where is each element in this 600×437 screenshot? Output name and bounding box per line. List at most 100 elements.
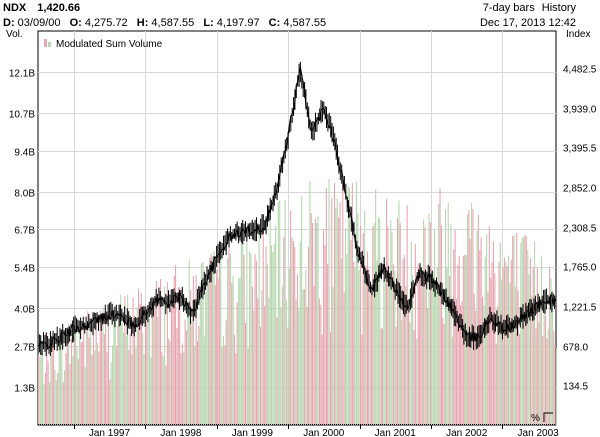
volume-bar — [498, 261, 500, 425]
volume-bar — [47, 361, 49, 425]
volume-bar — [283, 236, 285, 425]
open-value: 4,275.72 — [84, 17, 128, 29]
volume-bar — [257, 298, 259, 425]
volume-bar — [495, 343, 497, 425]
volume-bar — [98, 351, 100, 425]
volume-bar — [54, 369, 56, 425]
left-tick-label: 9.4B — [14, 148, 35, 159]
volume-bar — [99, 310, 101, 425]
volume-bar — [556, 348, 558, 425]
volume-bar — [269, 211, 271, 425]
x-tick-label: Jan 2000 — [303, 428, 345, 437]
right-tick-label: 2,852.0 — [563, 184, 597, 195]
volume-bar — [475, 310, 477, 425]
volume-bar — [394, 270, 396, 425]
volume-bar — [112, 345, 114, 425]
volume-bar — [80, 342, 82, 425]
volume-bar — [462, 256, 464, 425]
volume-bar — [321, 334, 323, 425]
volume-bar — [338, 217, 340, 425]
volume-bar — [539, 307, 541, 425]
volume-bar — [243, 254, 245, 425]
symbol-line: NDX 1,420.66 — [3, 2, 80, 15]
volume-bar — [420, 273, 422, 425]
volume-bar — [379, 218, 381, 425]
volume-bar — [279, 200, 281, 425]
high-value: 4,587.55 — [151, 17, 195, 29]
volume-bar — [490, 277, 492, 425]
volume-bar — [381, 328, 383, 425]
volume-bar — [364, 210, 366, 425]
volume-bar — [457, 264, 459, 425]
volume-bar — [299, 242, 301, 425]
volume-bar — [258, 232, 260, 425]
bars-interval[interactable]: 7-day bars — [482, 2, 535, 14]
msv-bar-ticks — [37, 61, 557, 357]
volume-bar — [216, 269, 218, 425]
volume-bar — [250, 253, 252, 425]
volume-bar — [399, 223, 401, 425]
volume-bar — [421, 271, 423, 425]
volume-bar — [179, 287, 181, 425]
volume-bar — [466, 214, 468, 425]
right-tick-label: 2,308.5 — [563, 224, 597, 235]
volume-bar — [53, 345, 55, 425]
left-tick-label: 12.1B — [9, 69, 35, 80]
volume-bar — [65, 353, 67, 425]
volume-bar — [354, 267, 356, 425]
volume-bar — [450, 224, 452, 425]
volume-bar — [214, 285, 216, 425]
volume-bar — [224, 345, 226, 425]
volume-bar — [357, 213, 359, 425]
volume-bar — [275, 225, 277, 425]
volume-bar — [142, 332, 144, 425]
volume-bar — [323, 229, 325, 425]
volume-bar — [303, 289, 305, 425]
volume-bar — [101, 325, 103, 425]
volume-bar — [513, 235, 515, 425]
volume-bar — [157, 316, 159, 425]
volume-bar — [155, 281, 157, 425]
date-value: 03/09/00 — [17, 17, 61, 29]
volume-bar — [365, 265, 367, 425]
legend-swatch-up — [48, 42, 51, 47]
volume-bar — [187, 303, 189, 425]
volume-bar — [547, 328, 549, 425]
volume-bar — [362, 232, 364, 425]
volume-bar — [120, 294, 122, 425]
volume-bar — [373, 223, 375, 425]
volume-bar — [62, 382, 64, 425]
history-link[interactable]: History — [541, 2, 576, 14]
percent-toggle[interactable]: % — [531, 413, 540, 424]
volume-bar — [79, 334, 81, 425]
volume-bar — [336, 198, 338, 425]
volume-bar — [96, 342, 98, 425]
volume-bar — [113, 320, 115, 425]
volume-bar — [542, 336, 544, 425]
volume-bar — [353, 262, 355, 425]
volume-bar — [408, 303, 410, 425]
volume-bar — [550, 278, 552, 425]
volume-bar — [199, 282, 201, 425]
volume-bar — [335, 207, 337, 425]
last-price: 1,420.66 — [37, 2, 81, 14]
volume-bar — [147, 310, 149, 425]
volume-bar — [390, 220, 392, 425]
volume-bar — [499, 242, 501, 425]
volume-bar — [270, 245, 272, 425]
volume-bar — [229, 253, 231, 425]
low-value: 4,197.97 — [216, 17, 260, 29]
volume-bar — [69, 364, 71, 425]
volume-bar — [190, 290, 192, 425]
volume-bar — [249, 251, 251, 425]
volume-bar — [165, 365, 167, 425]
volume-bar — [106, 351, 108, 425]
volume-bar — [405, 286, 407, 425]
volume-bar — [538, 322, 540, 425]
volume-bar — [454, 229, 456, 425]
volume-bar — [391, 232, 393, 425]
volume-bar — [392, 264, 394, 425]
volume-bar — [295, 299, 297, 425]
volume-bar — [520, 243, 522, 425]
